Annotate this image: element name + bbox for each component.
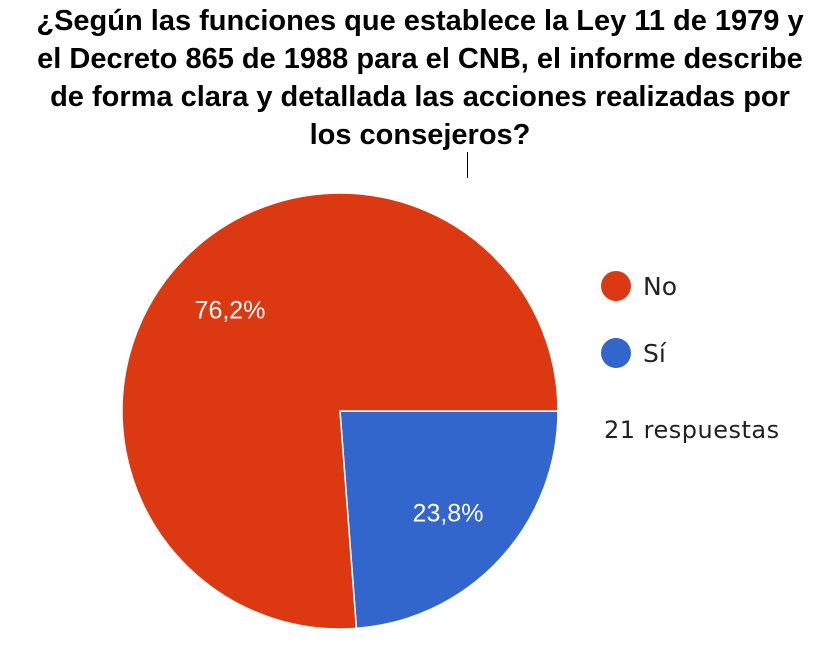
chart-title: ¿Según las funciones que establece la Le…	[0, 2, 840, 154]
data-label-si: 23,8%	[413, 500, 484, 528]
legend-swatch-si	[601, 338, 631, 368]
title-line: el Decreto 865 de 1988 para el CNB, el i…	[37, 43, 803, 75]
title-line: los consejeros?	[309, 119, 531, 151]
legend-label-no: No	[643, 271, 677, 301]
legend-item-no[interactable]: No	[601, 270, 677, 302]
legend-item-si[interactable]: Sí	[601, 337, 666, 369]
pie-slice-no[interactable]	[121, 192, 559, 630]
text-cursor	[467, 152, 468, 178]
title-line: de forma clara y detallada las acciones …	[50, 81, 790, 113]
legend-swatch-no	[601, 271, 631, 301]
response-count: 21 respuestas	[604, 416, 780, 444]
title-line: ¿Según las funciones que establece la Le…	[36, 5, 804, 37]
legend-label-si: Sí	[643, 338, 666, 368]
data-label-no: 76,2%	[195, 297, 266, 325]
pie-slice-si[interactable]	[339, 410, 559, 630]
